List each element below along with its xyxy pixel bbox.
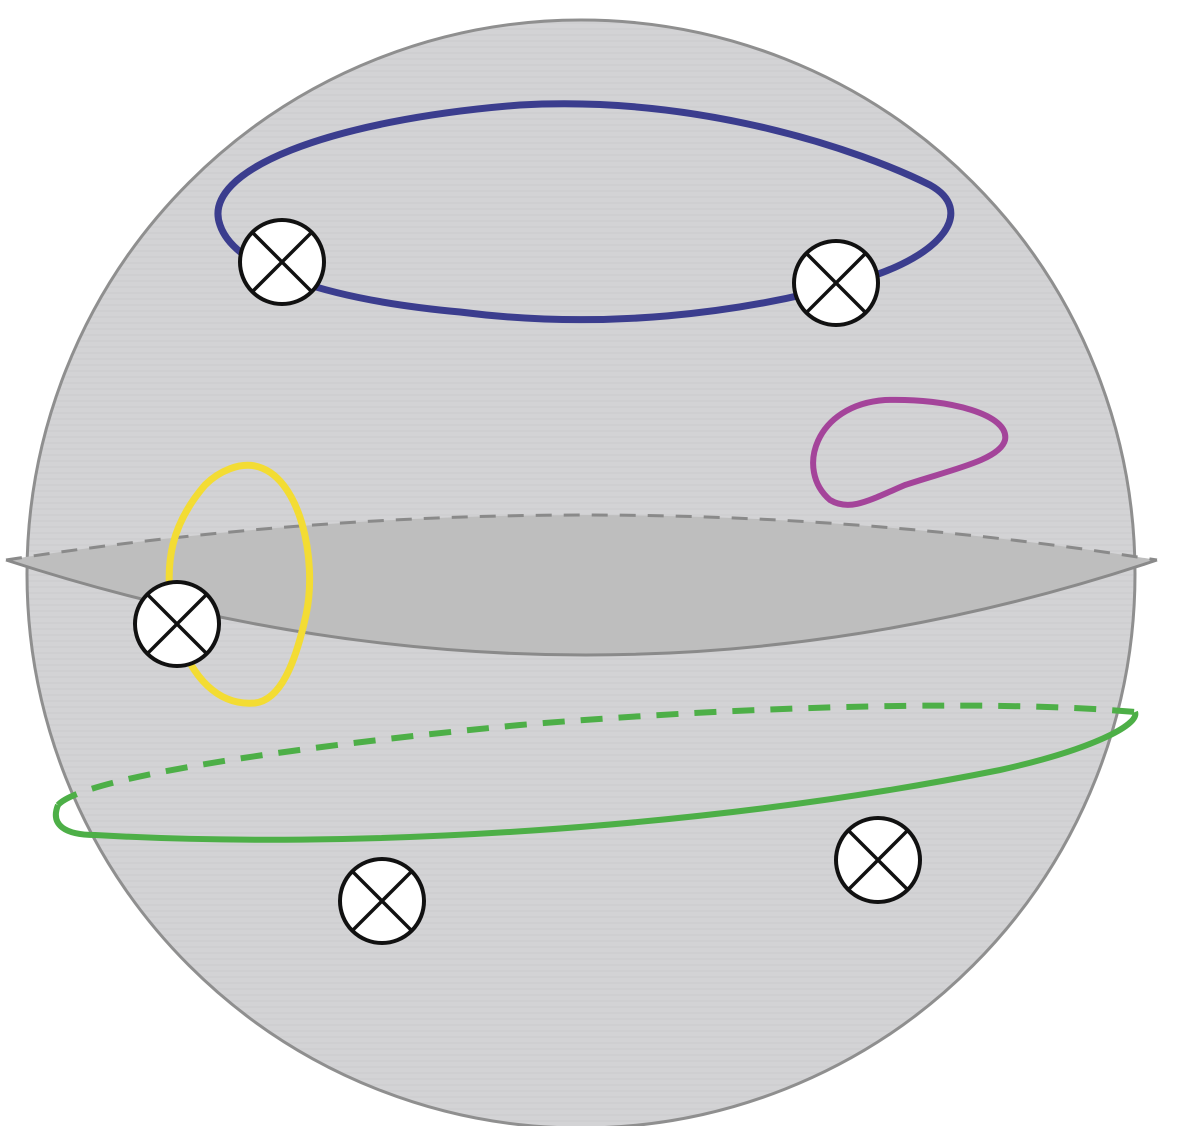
magenta-curve [810,396,1009,508]
crossed-circle-icon [338,857,426,945]
green-curve-front [52,710,1139,843]
crossed-circle-icon [792,239,880,327]
crossed-circle-icon [133,580,221,668]
green-curve-back-dashed [55,702,1136,808]
yellow-curve [165,461,314,707]
crosscaps [133,218,922,945]
blue-curve [214,100,955,324]
crossed-circle-icon [834,816,922,904]
crossed-circle-icon [238,218,326,306]
equator-disk-fill [6,515,1157,655]
green-curve [52,702,1139,843]
